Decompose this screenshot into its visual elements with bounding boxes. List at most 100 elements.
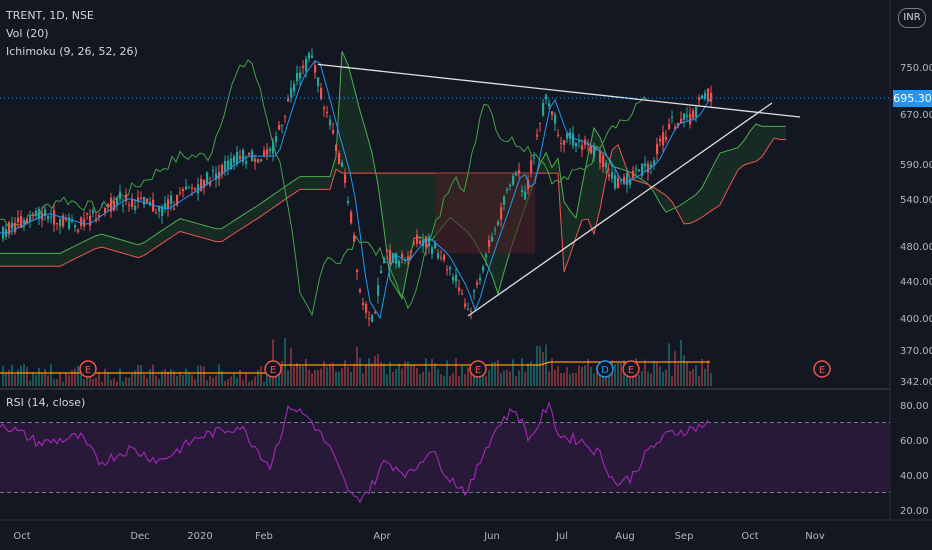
candle-body [566, 133, 569, 139]
candle-body [650, 164, 653, 168]
candle-body [515, 172, 518, 176]
candle-body [161, 206, 164, 217]
candle-body [455, 274, 458, 282]
candle-body [539, 122, 542, 124]
candle-body [479, 277, 482, 281]
volume-bar [122, 381, 124, 386]
volume-bar [401, 368, 403, 386]
candle-body [104, 207, 107, 213]
volume-bar [179, 371, 181, 386]
volume-bar [500, 372, 502, 386]
candle-body [116, 197, 119, 205]
volume-bar [65, 372, 67, 386]
ichimoku-conversion-line [0, 60, 711, 320]
rsi-legend[interactable]: RSI (14, close) [6, 396, 86, 409]
volume-bar [692, 368, 694, 386]
price-tick-label: 342.00 [900, 377, 932, 388]
volume-bar [284, 338, 286, 386]
volume-bar [536, 345, 538, 386]
candle-body [467, 309, 470, 311]
candle-body [194, 187, 197, 190]
candle-body [131, 199, 134, 208]
candle-body [128, 204, 131, 206]
volume-bar [554, 370, 556, 386]
candle-body [377, 285, 380, 296]
candle-body [551, 111, 554, 116]
candle-body [350, 211, 353, 224]
candle-body [707, 88, 710, 102]
candle-body [590, 145, 593, 154]
candle-body [674, 126, 677, 130]
candle-body [62, 215, 65, 227]
candle-body [32, 213, 35, 215]
volume-bar [155, 375, 157, 386]
candle-body [239, 156, 242, 159]
candle-body [680, 118, 683, 123]
candle-body [407, 256, 410, 261]
candle-body [77, 229, 80, 232]
volume-bar [104, 368, 106, 386]
candle-body [287, 98, 290, 102]
volume-bar [383, 363, 385, 386]
volume-bar [467, 367, 469, 386]
volume-bar [359, 357, 361, 386]
candle-body [290, 87, 293, 98]
volume-bar [68, 374, 70, 386]
volume-bar [587, 358, 589, 386]
volume-bar [398, 363, 400, 386]
volume-bar [704, 368, 706, 386]
volume-bar [689, 371, 691, 386]
candle-body [701, 95, 704, 99]
candle-body [527, 179, 530, 190]
candle-body [68, 217, 71, 229]
candle-body [485, 254, 488, 258]
volume-bar [572, 372, 574, 386]
candle-body [86, 213, 89, 215]
volume-bar [614, 364, 616, 386]
candle-body [29, 216, 32, 222]
volume-bar [392, 371, 394, 386]
volume-bar [602, 373, 604, 386]
volume-bar [98, 372, 100, 386]
volume-bar [668, 343, 670, 386]
candle-body [416, 234, 419, 244]
candle-body [227, 160, 230, 170]
symbol-legend[interactable]: TRENT, 1D, NSE [6, 9, 94, 22]
time-tick-label: Jul [555, 531, 568, 542]
volume-bar [212, 377, 214, 386]
volume-bar [290, 347, 292, 386]
candle-body [332, 130, 335, 134]
time-tick-label: Sep [675, 531, 694, 542]
descending-trendline [317, 63, 801, 118]
volume-bar [656, 361, 658, 386]
volume-bar [86, 374, 88, 386]
volume-ma-line [0, 361, 710, 374]
volume-bar [296, 362, 298, 386]
time-tick-label: Jun [483, 531, 500, 542]
candle-body [641, 163, 644, 176]
volume-legend[interactable]: Vol (20) [6, 27, 49, 40]
candle-body [281, 124, 284, 127]
candle-body [146, 198, 149, 203]
earnings-marker-label: E [628, 365, 634, 376]
candle-body [335, 144, 338, 152]
volume-bar [431, 358, 433, 386]
candle-body [710, 92, 713, 102]
volume-bar [218, 364, 220, 386]
candle-body [668, 124, 671, 129]
candle-body [509, 184, 512, 187]
candle-body [368, 318, 371, 320]
ichimoku-legend[interactable]: Ichimoku (9, 26, 52, 26) [6, 45, 138, 58]
candle-body [305, 59, 308, 72]
volume-bar [647, 372, 649, 386]
candle-body [632, 170, 635, 178]
candle-body [236, 151, 239, 164]
candle-body [428, 236, 431, 247]
candle-body [395, 252, 398, 264]
volume-bar [50, 364, 52, 386]
candle-body [149, 202, 152, 206]
currency-badge[interactable]: INR [898, 8, 926, 28]
volume-bar [710, 373, 712, 386]
